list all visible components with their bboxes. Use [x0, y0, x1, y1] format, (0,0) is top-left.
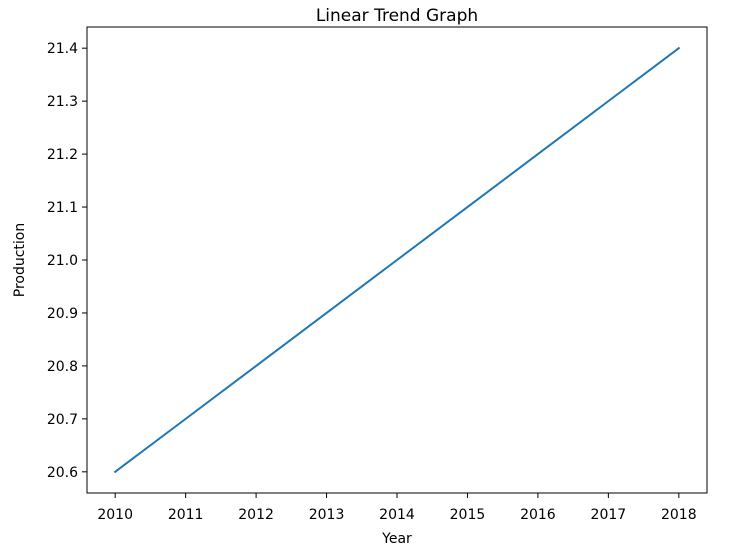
x-tick-label: 2011 [168, 507, 204, 523]
x-tick-label: 2018 [661, 507, 697, 523]
y-tick-label: 20.8 [47, 359, 78, 375]
y-tick-label: 21.3 [47, 94, 78, 110]
x-tick-label: 2012 [238, 507, 274, 523]
x-tick-label: 2015 [450, 507, 486, 523]
y-tick-label: 20.6 [47, 465, 78, 481]
series-line [113, 46, 681, 474]
series-layer [113, 46, 681, 474]
x-axis: 2010 2011 2012 2013 2014 2015 2016 2017 2018 [97, 493, 697, 523]
y-tick-label: 21.0 [47, 253, 78, 269]
y-tick-label: 21.1 [47, 200, 78, 216]
x-tick-label: 2013 [309, 507, 345, 523]
y-tick-label: 21.4 [47, 41, 78, 57]
y-axis: 20.6 20.7 20.8 20.9 21.0 21.1 21.2 21.3 21.4 [47, 41, 87, 481]
x-tick-label: 2010 [97, 507, 133, 523]
y-tick-label: 20.7 [47, 412, 78, 428]
y-tick-label: 21.2 [47, 147, 78, 163]
y-axis-label: Production [12, 223, 28, 297]
x-tick-label: 2017 [591, 507, 627, 523]
x-tick-label: 2016 [520, 507, 556, 523]
x-axis-label: Year [381, 531, 412, 547]
chart-title: Linear Trend Graph [316, 6, 478, 26]
x-tick-label: 2014 [379, 507, 415, 523]
y-tick-label: 20.9 [47, 306, 78, 322]
